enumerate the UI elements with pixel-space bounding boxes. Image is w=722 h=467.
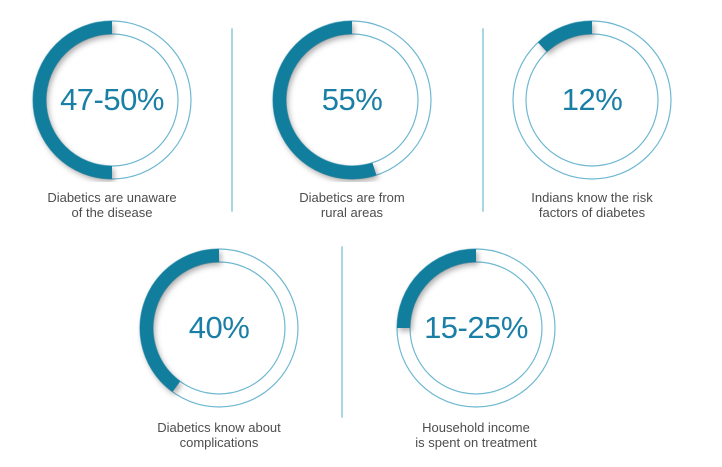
donut-ring: 55% <box>270 18 434 182</box>
caption-line-1: Diabetics are from <box>299 190 405 205</box>
donut-caption: Household income is spent on treatment <box>415 420 536 450</box>
donut-chart-complications: 40% Diabetics know about complications <box>107 246 331 450</box>
donut-inner-ring <box>285 33 419 167</box>
donut-filled-arc <box>33 21 113 179</box>
donut-ring: 15-25% <box>394 246 558 410</box>
donut-inner-ring <box>45 33 179 167</box>
donut-caption: Diabetics know about complications <box>157 420 281 450</box>
vertical-divider <box>341 246 343 418</box>
caption-line-2: complications <box>179 435 259 450</box>
donut-filled-arc <box>397 249 477 329</box>
caption-line-2: of the disease <box>71 205 153 220</box>
donut-caption: Diabetics are unaware of the disease <box>47 190 176 220</box>
donut-inner-ring <box>409 261 543 395</box>
donut-filled-arc <box>273 21 377 179</box>
caption-line-2: is spent on treatment <box>415 435 537 450</box>
caption-line-2: rural areas <box>320 205 384 220</box>
caption-line-1: Diabetics are unaware <box>47 190 177 205</box>
donut-chart-risk-factors: 12% Indians know the risk factors of dia… <box>480 18 704 220</box>
vertical-divider <box>231 28 233 212</box>
donut-filled-arc <box>140 249 220 392</box>
donut-outer-ring <box>32 20 192 180</box>
donut-filled-arc <box>537 21 593 53</box>
donut-ring: 12% <box>510 18 674 182</box>
donut-outer-ring <box>512 20 672 180</box>
caption-line-1: Diabetics know about <box>157 420 281 435</box>
vertical-divider <box>482 28 484 212</box>
donut-caption: Indians know the risk factors of diabete… <box>531 190 652 220</box>
donut-ring: 47-50% <box>30 18 194 182</box>
donut-ring: 40% <box>137 246 301 410</box>
donut-chart-rural-areas: 55% Diabetics are from rural areas <box>240 18 464 220</box>
caption-line-2: factors of diabetes <box>538 205 646 220</box>
caption-line-1: Indians know the risk <box>531 190 653 205</box>
donut-caption: Diabetics are from rural areas <box>299 190 404 220</box>
caption-line-1: Household income <box>422 420 530 435</box>
donut-chart-unaware-of-disease: 47-50% Diabetics are unaware of the dise… <box>0 18 224 220</box>
donut-inner-ring <box>152 261 286 395</box>
donut-chart-household-income: 15-25% Household income is spent on trea… <box>364 246 588 450</box>
donut-inner-ring <box>525 33 659 167</box>
